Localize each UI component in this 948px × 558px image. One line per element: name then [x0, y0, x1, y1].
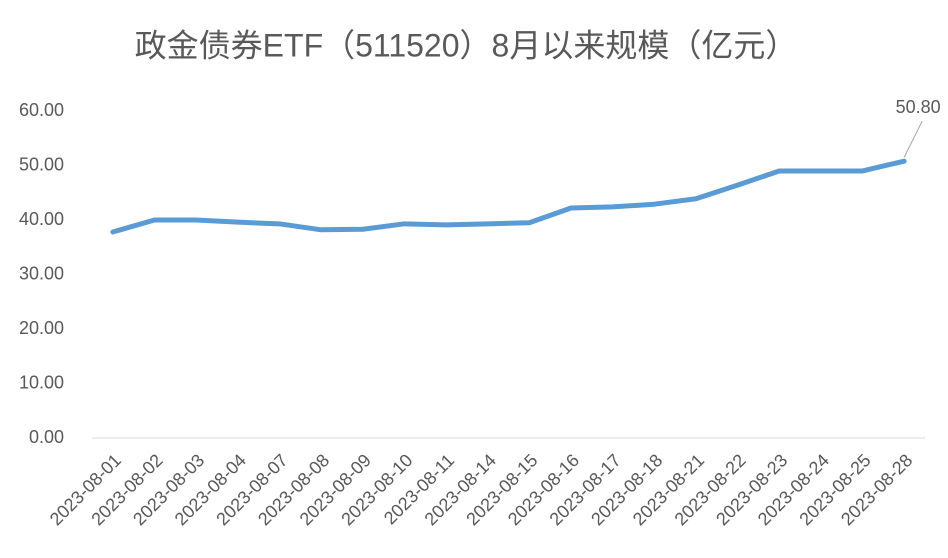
chart-title: 政金债券ETF（511520）8月以来规模（亿元）: [135, 27, 798, 63]
y-tick-label: 10.00: [19, 372, 64, 392]
line-series: [110, 158, 907, 235]
y-tick-label: 60.00: [19, 100, 64, 120]
leader-line: [903, 120, 923, 158]
data-label: 50.80: [896, 97, 941, 117]
y-tick-label: 50.00: [19, 154, 64, 174]
y-tick-label: 30.00: [19, 263, 64, 283]
y-tick-label: 40.00: [19, 209, 64, 229]
y-tick-label: 0.00: [29, 427, 64, 447]
y-tick-label: 20.00: [19, 318, 64, 338]
